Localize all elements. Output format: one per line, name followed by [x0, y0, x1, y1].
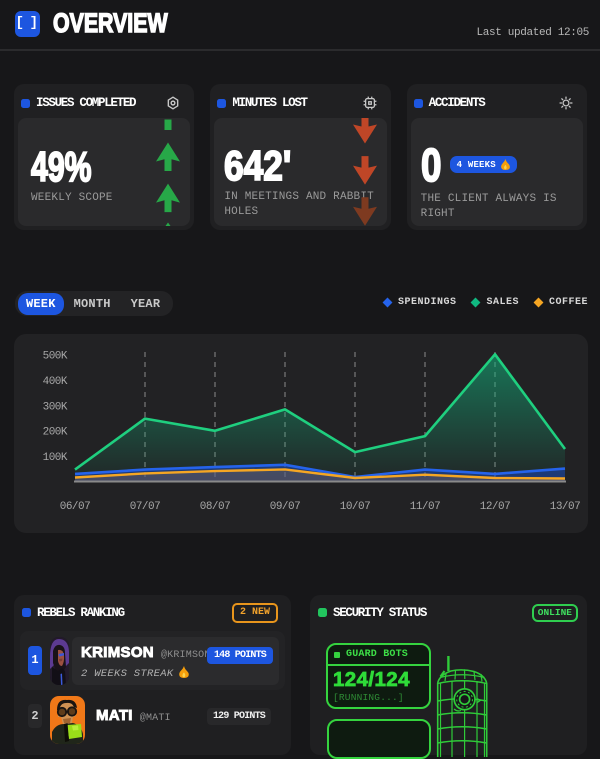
svg-text:500K: 500K: [43, 351, 68, 363]
svg-text:09/07: 09/07: [270, 501, 301, 513]
svg-text:200K: 200K: [43, 427, 68, 439]
svg-text:13/07: 13/07: [550, 501, 581, 513]
svg-text:300K: 300K: [43, 401, 68, 413]
svg-text:100K: 100K: [43, 452, 68, 464]
svg-text:07/07: 07/07: [130, 501, 161, 513]
svg-text:06/07: 06/07: [60, 501, 91, 513]
svg-text:400K: 400K: [43, 376, 68, 388]
svg-text:12/07: 12/07: [480, 501, 511, 513]
svg-text:08/07: 08/07: [200, 501, 231, 513]
svg-text:10/07: 10/07: [340, 501, 371, 513]
svg-text:11/07: 11/07: [410, 501, 441, 513]
